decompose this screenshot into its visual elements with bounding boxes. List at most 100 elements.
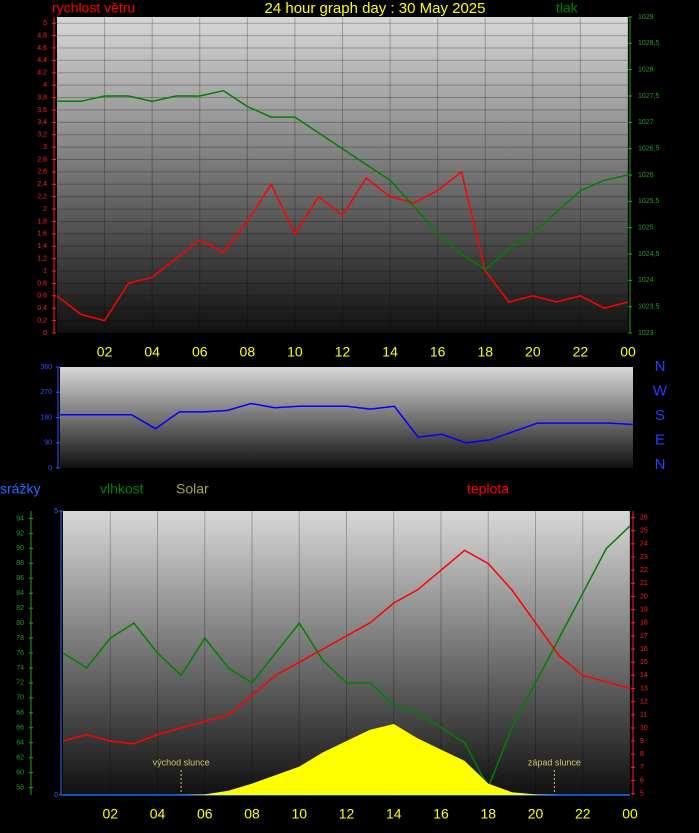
y-tick-label: 23: [640, 554, 648, 561]
y-tick-label: 1026: [638, 172, 654, 179]
y-tick-label: 7: [640, 764, 644, 771]
y-tick-label: 1029: [638, 14, 654, 21]
line: [60, 402, 634, 444]
y-tick-label: 80: [16, 620, 24, 627]
y-tick-label: 1026,5: [638, 146, 660, 153]
y-tick-label: 92: [16, 530, 24, 537]
x-tick-label: 02: [102, 806, 118, 822]
line: [56, 170, 629, 322]
y-tick-label: 8: [640, 751, 644, 758]
x-tick-label: 08: [240, 344, 256, 360]
y-tick-label: 5: [640, 791, 644, 798]
direction-label: N: [655, 358, 666, 375]
x-tick-label: 06: [197, 806, 213, 822]
y-tick-label: 14: [640, 672, 648, 679]
y-tick-label: 6: [640, 777, 644, 784]
legend-label: vlhkost: [100, 481, 144, 497]
y-tick-label: 1025: [638, 225, 654, 232]
line: [62, 525, 631, 790]
y-tick-label: 360: [40, 364, 52, 371]
y-tick-label: 4,8: [37, 32, 47, 39]
y-tick-label: 86: [16, 575, 24, 582]
y-tick-label: 78: [16, 635, 24, 642]
y-tick-label: 62: [16, 754, 24, 761]
y-tick-label: 0,2: [37, 317, 47, 324]
x-tick-label: 08: [244, 806, 260, 822]
y-tick-label: 24: [640, 541, 648, 548]
y-tick-label: 13: [640, 685, 648, 692]
x-tick-label: 00: [620, 344, 636, 360]
y-tick-label: 1,8: [37, 218, 47, 225]
y-tick-label: 16: [640, 646, 648, 653]
y-tick-label: 18: [640, 620, 648, 627]
x-tick-label: 18: [477, 344, 493, 360]
y-tick-label: 3,4: [37, 119, 47, 126]
x-tick-label: 00: [622, 806, 638, 822]
y-tick-label: 1024,5: [638, 251, 660, 258]
legend-label: teplota: [467, 481, 509, 497]
y-tick-label: 70: [16, 695, 24, 702]
y-tick-label: 1028: [638, 67, 654, 74]
x-tick-label: 12: [335, 344, 351, 360]
y-tick-label: 2,8: [37, 156, 47, 163]
direction-label: E: [655, 431, 665, 448]
y-tick-label: 0: [43, 330, 47, 337]
y-tick-label: 5: [54, 508, 58, 515]
x-tick-label: 10: [291, 806, 307, 822]
y-tick-label: 72: [16, 680, 24, 687]
x-tick-label: 16: [430, 344, 446, 360]
y-tick-label: 25: [640, 528, 648, 535]
direction-label: N: [655, 456, 666, 473]
y-tick-label: 1023,5: [638, 304, 660, 311]
y-tick-label: 4,2: [37, 70, 47, 77]
x-tick-label: 02: [97, 344, 113, 360]
y-tick-label: 3: [43, 144, 47, 151]
y-tick-label: 88: [16, 560, 24, 567]
x-tick-label: 22: [573, 344, 589, 360]
y-tick-label: 90: [16, 545, 24, 552]
x-tick-label: 20: [528, 806, 544, 822]
x-tick-label: 06: [192, 344, 208, 360]
y-tick-label: 4: [43, 82, 47, 89]
y-tick-label: 22: [640, 567, 648, 574]
y-tick-label: 12: [640, 698, 648, 705]
x-tick-label: 10: [287, 344, 303, 360]
y-tick-label: 1024: [638, 277, 654, 284]
y-tick-label: 1: [43, 268, 47, 275]
y-tick-label: 58: [16, 784, 24, 791]
y-tick-label: 1027: [638, 119, 654, 126]
y-tick-label: 0,6: [37, 293, 47, 300]
x-tick-label: 18: [480, 806, 496, 822]
y-tick-label: 19: [640, 606, 648, 613]
y-tick-label: 0,8: [37, 280, 47, 287]
y-tick-label: 2,4: [37, 181, 47, 188]
y-tick-label: 3,6: [37, 107, 47, 114]
chart-title: 24 hour graph day : 30 May 2025: [265, 0, 486, 17]
y-tick-label: 2,2: [37, 194, 47, 201]
legend-label: tlak: [556, 0, 579, 16]
y-tick-label: 2,6: [37, 169, 47, 176]
legend-label: srážky: [0, 481, 40, 497]
y-tick-label: 1023: [638, 330, 654, 337]
y-tick-label: 3,2: [37, 132, 47, 139]
y-tick-label: 0,4: [37, 305, 47, 312]
x-tick-label: 14: [382, 344, 398, 360]
y-tick-label: 3,8: [37, 94, 47, 101]
y-tick-label: 5: [43, 20, 47, 27]
y-tick-label: 84: [16, 590, 24, 597]
plot-area: [57, 17, 628, 333]
y-tick-label: 11: [640, 712, 647, 719]
direction-label: S: [655, 407, 665, 424]
y-tick-label: 1025,5: [638, 198, 660, 205]
y-tick-label: 17: [640, 633, 648, 640]
direction-label: W: [653, 382, 668, 399]
y-tick-label: 2: [43, 206, 47, 213]
x-tick-label: 04: [150, 806, 166, 822]
y-tick-label: 180: [40, 414, 52, 421]
y-tick-label: 15: [640, 659, 648, 666]
area: [63, 724, 630, 795]
x-tick-label: 16: [433, 806, 449, 822]
legend-label: rychlost větru: [52, 0, 135, 16]
y-tick-label: 1027,5: [638, 93, 660, 100]
